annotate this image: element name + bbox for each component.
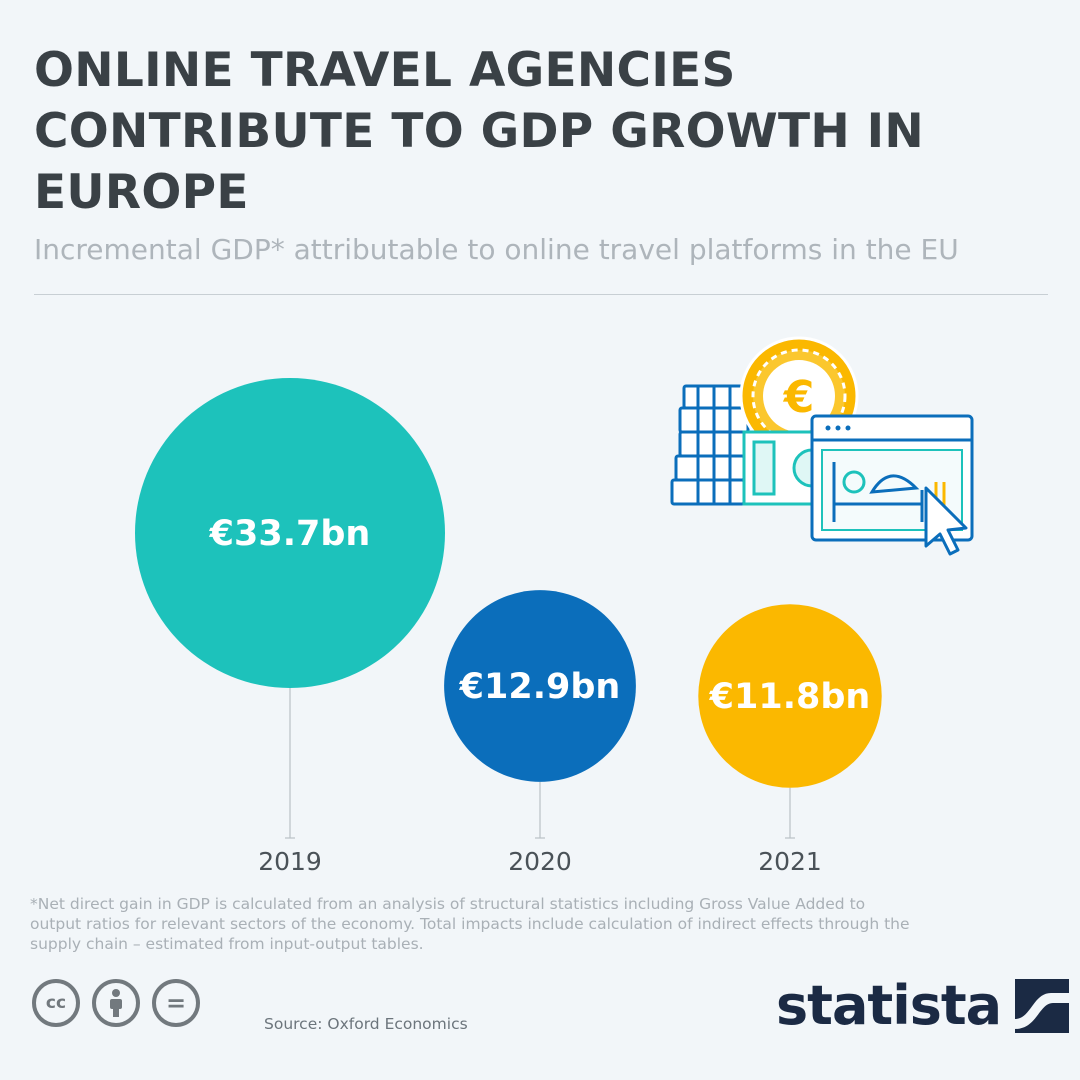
page-title: ONLINE TRAVEL AGENCIES CONTRIBUTE TO GDP… [34, 43, 925, 220]
footnote: *Net direct gain in GDP is calculated fr… [30, 895, 910, 953]
category-label: 2020 [508, 847, 572, 876]
brand-wordmark: statista [776, 974, 1002, 1037]
source-note: Source: Oxford Economics [264, 1015, 468, 1033]
page-subtitle: Incremental GDP* attributable to online … [34, 233, 959, 266]
cursor-icon [924, 486, 968, 556]
value-label: €33.7bn [209, 514, 371, 554]
bubble-2019 [135, 378, 445, 688]
attribution-icon[interactable] [92, 979, 140, 1027]
header-divider [34, 294, 1048, 295]
svg-text:€: € [783, 372, 815, 423]
license-icons: cc = [32, 979, 200, 1027]
cc-icon[interactable]: cc [32, 979, 80, 1027]
bubble-2020 [444, 590, 636, 782]
category-label: 2021 [758, 847, 822, 876]
statista-logo[interactable]: statista [776, 974, 1070, 1037]
value-label: €12.9bn [459, 667, 621, 707]
travel-money-illustration: € [670, 336, 974, 556]
statista-mark-icon [1015, 979, 1070, 1033]
value-label: €11.8bn [709, 677, 871, 717]
bubble-2021 [698, 604, 882, 788]
no-derivatives-icon[interactable]: = [152, 979, 200, 1027]
category-label: 2019 [258, 847, 322, 876]
coin-stack-icon [670, 384, 752, 506]
